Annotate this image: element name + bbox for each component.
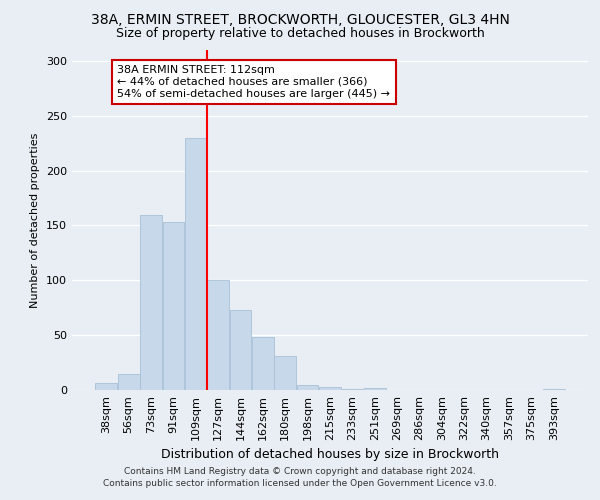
Text: 38A, ERMIN STREET, BROCKWORTH, GLOUCESTER, GL3 4HN: 38A, ERMIN STREET, BROCKWORTH, GLOUCESTE… <box>91 12 509 26</box>
Bar <box>252 338 274 390</box>
Bar <box>341 389 363 390</box>
Text: 38A ERMIN STREET: 112sqm
← 44% of detached houses are smaller (366)
54% of semi-: 38A ERMIN STREET: 112sqm ← 44% of detach… <box>118 66 391 98</box>
Text: Contains HM Land Registry data © Crown copyright and database right 2024.
Contai: Contains HM Land Registry data © Crown c… <box>103 466 497 487</box>
Bar <box>230 310 251 390</box>
Bar <box>274 356 296 390</box>
Bar <box>208 280 229 390</box>
X-axis label: Distribution of detached houses by size in Brockworth: Distribution of detached houses by size … <box>161 448 499 461</box>
Bar <box>297 384 319 390</box>
Bar <box>319 386 341 390</box>
Bar <box>543 389 565 390</box>
Bar <box>118 374 140 390</box>
Bar <box>185 138 206 390</box>
Bar <box>140 214 162 390</box>
Bar <box>364 388 386 390</box>
Text: Size of property relative to detached houses in Brockworth: Size of property relative to detached ho… <box>116 28 484 40</box>
Y-axis label: Number of detached properties: Number of detached properties <box>31 132 40 308</box>
Bar <box>163 222 184 390</box>
Bar <box>95 384 117 390</box>
